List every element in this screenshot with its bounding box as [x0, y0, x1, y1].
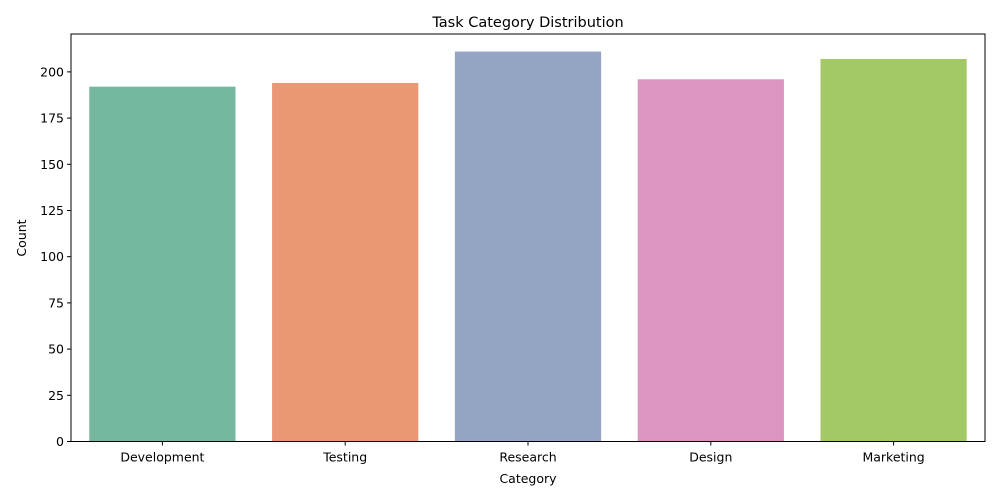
- bar-research: [454, 51, 602, 442]
- y-axis-label: Count: [14, 219, 29, 256]
- y-tick-label: 75: [48, 295, 64, 310]
- y-tick-label: 25: [48, 388, 64, 403]
- bars-group: [89, 51, 967, 442]
- bar-testing: [272, 82, 419, 442]
- y-tick-label: 150: [40, 157, 64, 172]
- x-tick-label: Design: [689, 450, 732, 465]
- chart-title: Task Category Distribution: [431, 15, 623, 31]
- x-tick-label: Testing: [322, 450, 367, 465]
- x-tick-label: Development: [120, 450, 204, 465]
- y-tick-label: 175: [40, 111, 64, 126]
- x-tick-label: Research: [499, 450, 556, 465]
- y-axis: 0 25 50 75 100 125 150 175 200: [40, 64, 71, 449]
- x-axis-label: Category: [499, 471, 557, 486]
- y-tick-label: 0: [56, 434, 64, 449]
- x-axis: Development Testing Research Design Marketin…: [120, 441, 925, 465]
- bar-design: [637, 79, 784, 442]
- bar-development: [89, 86, 236, 442]
- y-tick-label: 100: [40, 249, 64, 264]
- x-tick-label: Marketing: [862, 450, 924, 465]
- y-tick-label: 125: [40, 203, 64, 218]
- y-tick-label: 200: [40, 64, 64, 79]
- bar-marketing: [820, 58, 967, 442]
- y-tick-label: 50: [48, 342, 64, 357]
- plot-area-frame: [70, 33, 986, 442]
